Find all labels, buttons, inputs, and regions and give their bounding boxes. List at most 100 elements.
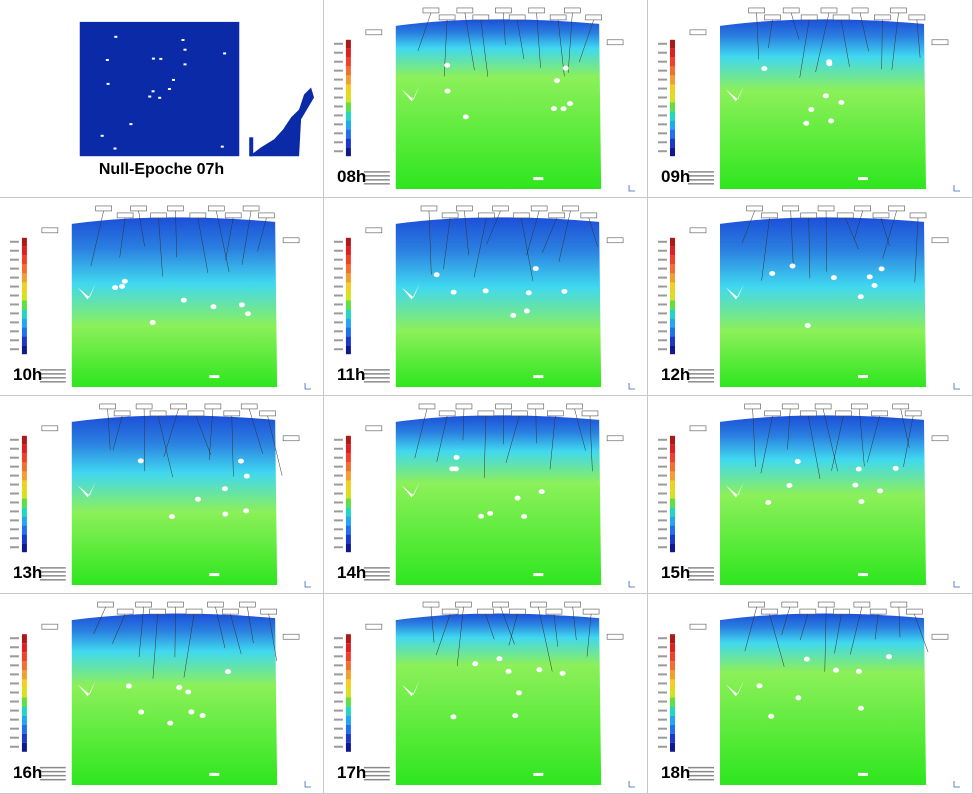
metadata-text [363, 179, 390, 181]
legend-swatch [21, 246, 27, 256]
deviation-map [395, 613, 602, 785]
legend-tick-text [658, 105, 667, 108]
legend-swatch [21, 462, 27, 472]
legend-tick-text [333, 537, 343, 540]
legend-swatch [670, 264, 675, 274]
deviation-callout [582, 608, 600, 615]
deviation-callout [562, 205, 579, 212]
color-scale-legend [9, 435, 27, 553]
legend-tick-text [9, 348, 19, 351]
legend-tick-text [658, 745, 667, 748]
panel-11h: 11h [324, 198, 648, 396]
legend-swatch [21, 643, 27, 653]
legend-tick-text [333, 637, 343, 640]
legend-tick-text [9, 438, 19, 441]
legend-tick-text [333, 736, 343, 739]
cloud-gap [243, 508, 250, 514]
deviation-callout [492, 205, 509, 212]
legend-tick-text [658, 691, 667, 694]
color-scale-legend [658, 39, 675, 157]
legend-swatch [345, 309, 351, 319]
deviation-map [71, 217, 278, 388]
cloud-gap [559, 670, 566, 676]
deviation-callout [931, 435, 949, 442]
cloud-gap [858, 772, 868, 776]
legend-tick-text [9, 745, 19, 748]
legend-swatch [345, 733, 351, 743]
legend-tick-text [333, 69, 343, 72]
callout-leader [414, 408, 428, 459]
legend-swatch [345, 147, 351, 157]
legend-tick-text [9, 718, 19, 721]
deviation-callout [764, 410, 781, 417]
legend-tick-text [333, 267, 343, 270]
point-cloud-image [333, 205, 636, 390]
deviation-map [71, 613, 278, 785]
legend-tick-text [333, 42, 343, 45]
cloud-gap [209, 772, 220, 776]
legend-swatch [670, 120, 675, 130]
callout-leader [486, 210, 501, 245]
legend-tick-text [658, 736, 667, 739]
deviation-callout [135, 403, 153, 410]
legend-swatch [345, 480, 351, 490]
legend-swatch [670, 345, 675, 355]
legend-swatch [21, 255, 27, 265]
legend-swatch [345, 697, 351, 707]
callout-leader [268, 614, 278, 662]
metadata-text [363, 369, 390, 371]
deviation-callout [207, 601, 224, 608]
color-scale-legend [333, 237, 351, 355]
deviation-callout [892, 403, 910, 410]
legend-tick-text [658, 546, 667, 549]
legend-swatch [345, 102, 351, 112]
legend-tick-text [333, 474, 343, 477]
legend-tick-text [9, 519, 19, 522]
legend-swatch [670, 111, 675, 121]
legend-tick-text [658, 321, 667, 324]
deviation-callout [581, 410, 599, 417]
legend-tick-text [9, 447, 19, 450]
cloud-gap [830, 275, 837, 281]
deviation-callout [689, 425, 707, 432]
legend-tick-text [658, 637, 667, 640]
panel-time-label: 10h [13, 365, 43, 384]
cloud-gap [244, 311, 251, 317]
cloud-gap [514, 495, 521, 501]
deviation-callout [258, 212, 275, 219]
deviation-callout [781, 601, 799, 608]
legend-swatch [345, 48, 351, 58]
legend-tick-text [9, 664, 19, 667]
callout-leader [157, 415, 173, 478]
callout-leader [163, 408, 179, 457]
legend-swatch [670, 706, 675, 716]
deviation-callout [585, 14, 602, 21]
legend-tick-text [658, 682, 667, 685]
deviation-callout [187, 410, 205, 417]
legend-tick-text [658, 276, 667, 279]
legend-tick-text [658, 249, 667, 252]
deviation-callout [170, 403, 187, 410]
deviation-callout [874, 14, 891, 21]
cloud-gap [826, 61, 833, 67]
cloud-gap [183, 63, 187, 66]
legend-tick-text [333, 646, 343, 649]
color-scale-legend [658, 634, 675, 752]
deviation-callout [150, 212, 167, 219]
deviation-callout [580, 212, 598, 219]
cloud-gap [512, 713, 519, 719]
deviation-callout [744, 403, 761, 410]
deviation-callout [495, 7, 512, 14]
callout-leader [505, 415, 520, 463]
callout-leader [553, 614, 559, 647]
cloud-gap [538, 489, 545, 495]
legend-swatch [670, 282, 675, 292]
legend-tick-text [333, 709, 343, 712]
legend-tick-text [658, 294, 667, 297]
deviation-callout [854, 205, 871, 212]
cloud-gap [533, 375, 544, 379]
legend-tick-text [658, 258, 667, 261]
cloud-gap [482, 288, 489, 294]
legend-tick-text [333, 528, 343, 531]
